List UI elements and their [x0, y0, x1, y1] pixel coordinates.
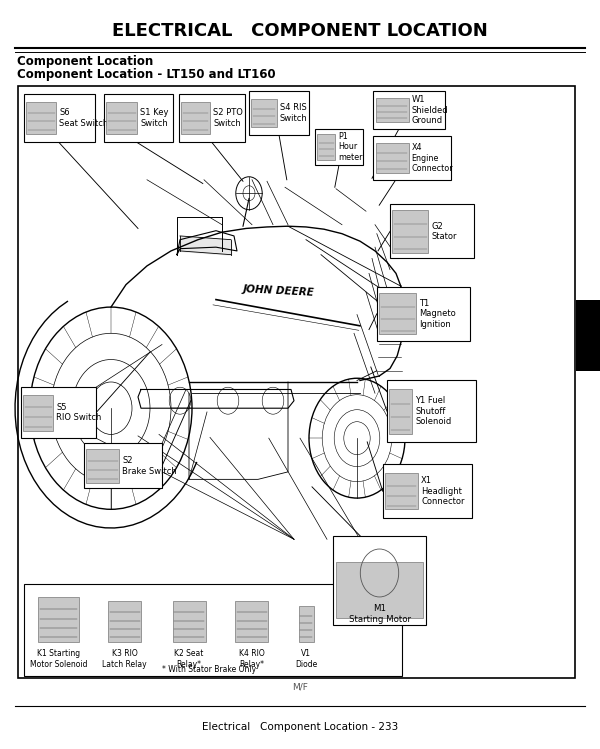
Text: Component Location: Component Location — [17, 55, 153, 68]
Text: K2 Seat
Relay*: K2 Seat Relay* — [175, 649, 203, 669]
Text: ELECTRICAL   COMPONENT LOCATION: ELECTRICAL COMPONENT LOCATION — [112, 22, 488, 40]
Bar — [21, 387, 96, 438]
Bar — [376, 143, 409, 173]
Bar — [390, 204, 474, 258]
Text: S6
Seat Switch: S6 Seat Switch — [59, 109, 109, 127]
Text: M/F: M/F — [292, 682, 308, 691]
Text: P1
Hour
meter: P1 Hour meter — [338, 132, 363, 162]
Bar — [373, 136, 451, 180]
Bar — [104, 94, 173, 142]
Bar — [251, 99, 277, 127]
Bar — [26, 102, 56, 133]
Text: G2
Stator: G2 Stator — [431, 222, 457, 241]
Text: Component Location - LT150 and LT160: Component Location - LT150 and LT160 — [17, 68, 275, 82]
Text: W1
Shielded
Ground: W1 Shielded Ground — [412, 95, 448, 125]
Bar — [377, 287, 470, 341]
Bar — [376, 98, 409, 122]
Bar — [173, 601, 205, 642]
Text: JOHN DEERE: JOHN DEERE — [243, 284, 315, 297]
Bar — [317, 133, 335, 160]
Text: S5
RIO Switch: S5 RIO Switch — [56, 403, 102, 422]
Text: V1
Diode: V1 Diode — [295, 649, 317, 669]
Bar — [373, 91, 445, 129]
Bar — [24, 584, 402, 676]
Text: M1
Starting Motor: M1 Starting Motor — [349, 604, 410, 624]
Text: Y1 Fuel
Shutoff
Solenoid: Y1 Fuel Shutoff Solenoid — [415, 396, 451, 426]
Bar — [181, 102, 210, 133]
Bar — [38, 597, 79, 642]
Text: Electrical   Component Location - 233: Electrical Component Location - 233 — [202, 721, 398, 732]
Bar — [249, 91, 309, 135]
Bar — [108, 601, 142, 642]
Text: K1 Starting
Motor Solenoid: K1 Starting Motor Solenoid — [30, 649, 88, 669]
Bar — [379, 293, 416, 334]
Bar — [18, 86, 575, 678]
Bar — [179, 94, 245, 142]
Text: S2 PTO
Switch: S2 PTO Switch — [213, 109, 243, 127]
Bar — [315, 129, 363, 165]
Text: X1
Headlight
Connector: X1 Headlight Connector — [421, 476, 465, 506]
Bar — [106, 102, 137, 133]
Text: X4
Engine
Connector: X4 Engine Connector — [412, 143, 453, 173]
Text: S1 Key
Switch: S1 Key Switch — [140, 109, 169, 127]
Bar — [86, 449, 119, 483]
Bar — [299, 606, 314, 642]
Bar — [389, 389, 412, 434]
Bar — [333, 536, 426, 625]
Bar — [24, 94, 95, 142]
Bar — [336, 562, 423, 618]
Text: S4 RIS
Switch: S4 RIS Switch — [280, 103, 307, 123]
Bar — [385, 473, 418, 509]
Bar — [235, 601, 268, 642]
Bar — [23, 395, 53, 431]
Bar — [392, 210, 428, 253]
Text: K4 RIO
Relay*: K4 RIO Relay* — [239, 649, 265, 669]
Bar — [84, 443, 162, 488]
Text: S2
Brake Switch: S2 Brake Switch — [122, 456, 177, 476]
Text: * With Stator Brake Only: * With Stator Brake Only — [162, 665, 256, 674]
Text: T1
Magneto
Ignition: T1 Magneto Ignition — [419, 299, 456, 329]
Bar — [387, 380, 476, 442]
Bar — [576, 300, 600, 371]
Text: K3 RIO
Latch Relay: K3 RIO Latch Relay — [103, 649, 147, 669]
Bar — [383, 464, 472, 518]
